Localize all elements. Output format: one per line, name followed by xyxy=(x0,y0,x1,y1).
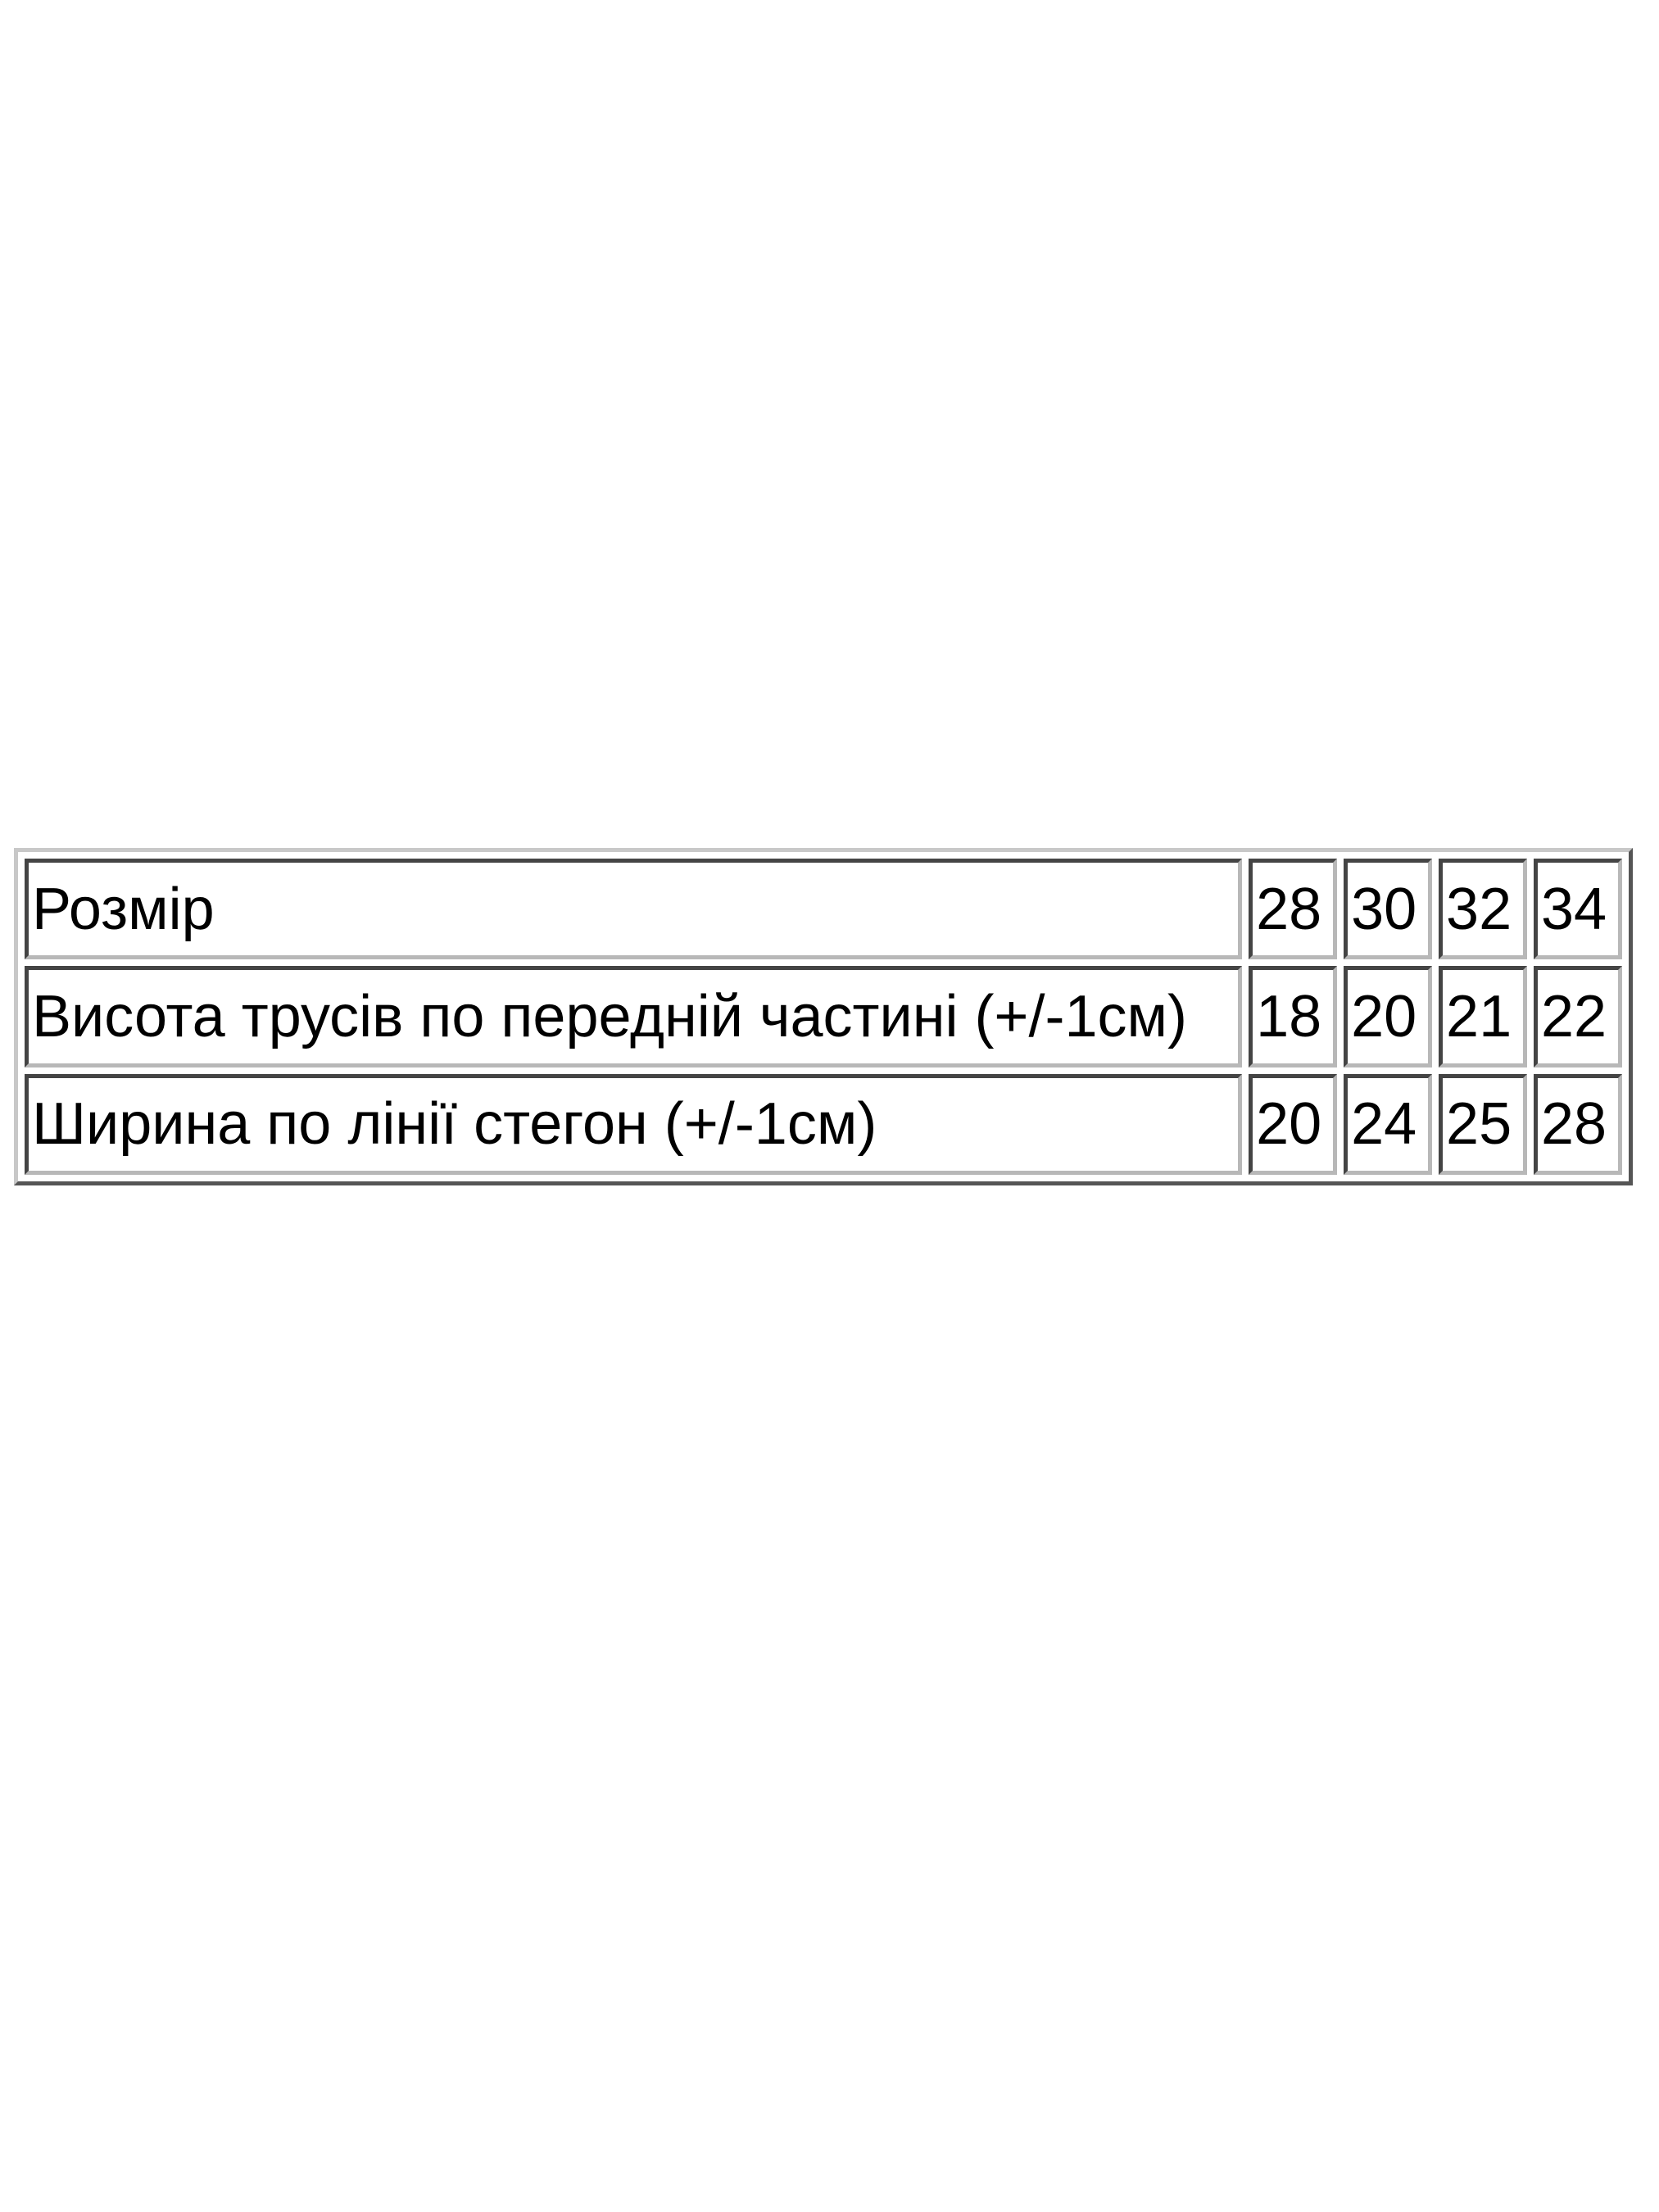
table-row: Ширина по лінії стегон (+/-1см) 20 24 25… xyxy=(25,1073,1622,1175)
size-chart-table: Розмір 28 30 32 34 Висота трусів по пере… xyxy=(14,848,1633,1185)
value-cell: 20 xyxy=(1344,966,1433,1067)
value-cell: 18 xyxy=(1249,966,1338,1067)
size-cell: 28 xyxy=(1249,859,1338,960)
size-cell: 32 xyxy=(1439,859,1527,960)
size-cell: 30 xyxy=(1344,859,1433,960)
size-cell: 34 xyxy=(1534,859,1622,960)
value-cell: 20 xyxy=(1249,1073,1338,1175)
row-label: Розмір xyxy=(25,859,1243,960)
table-row: Висота трусів по передній частині (+/-1с… xyxy=(25,966,1622,1067)
value-cell: 24 xyxy=(1344,1073,1433,1175)
row-label: Ширина по лінії стегон (+/-1см) xyxy=(25,1073,1243,1175)
value-cell: 28 xyxy=(1534,1073,1622,1175)
value-cell: 22 xyxy=(1534,966,1622,1067)
value-cell: 21 xyxy=(1439,966,1527,1067)
value-cell: 25 xyxy=(1439,1073,1527,1175)
row-label: Висота трусів по передній частині (+/-1с… xyxy=(25,966,1243,1067)
table-row-size: Розмір 28 30 32 34 xyxy=(25,859,1622,960)
